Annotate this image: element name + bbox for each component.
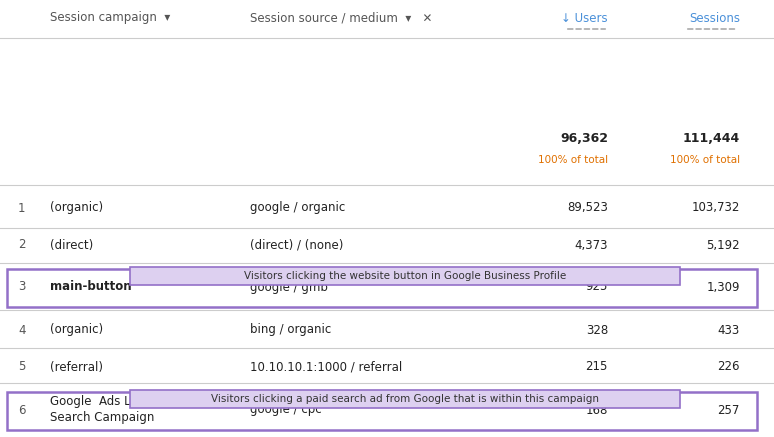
Text: Session campaign  ▾: Session campaign ▾ [50,11,170,24]
Text: Visitors clicking the website button in Google Business Profile: Visitors clicking the website button in … [244,271,566,281]
Text: 6: 6 [18,403,26,416]
Text: 925: 925 [586,281,608,294]
Text: google / cpc: google / cpc [250,403,322,416]
Text: 4: 4 [18,323,26,336]
Text: (referral): (referral) [50,361,103,374]
Text: 100% of total: 100% of total [538,155,608,165]
Text: 1: 1 [18,201,26,215]
Text: 100% of total: 100% of total [670,155,740,165]
Text: 96,362: 96,362 [560,132,608,145]
Text: 2: 2 [18,239,26,252]
Text: 5: 5 [18,361,26,374]
FancyBboxPatch shape [130,390,680,408]
Text: 10.10.10.1:1000 / referral: 10.10.10.1:1000 / referral [250,361,402,374]
Text: 5,192: 5,192 [707,239,740,252]
Text: Visitors clicking a paid search ad from Google that is within this campaign: Visitors clicking a paid search ad from … [211,394,599,404]
Text: main-button: main-button [50,281,132,294]
Text: google / organic: google / organic [250,201,345,215]
Text: 103,732: 103,732 [692,201,740,215]
Text: 215: 215 [586,361,608,374]
Text: 433: 433 [717,323,740,336]
Text: 111,444: 111,444 [683,132,740,145]
Text: Sessions: Sessions [689,11,740,24]
Text: Google  Ads Lead Gen
Search Campaign: Google Ads Lead Gen Search Campaign [50,395,180,424]
Text: ↓ Users: ↓ Users [561,11,608,24]
Text: google / gmb: google / gmb [250,281,328,294]
Text: (direct) / (none): (direct) / (none) [250,239,344,252]
Text: 257: 257 [717,403,740,416]
Text: 89,523: 89,523 [567,201,608,215]
FancyBboxPatch shape [130,267,680,285]
Text: Session source / medium  ▾   ✕: Session source / medium ▾ ✕ [250,11,433,24]
Text: bing / organic: bing / organic [250,323,331,336]
Text: 226: 226 [717,361,740,374]
Text: (organic): (organic) [50,323,103,336]
Text: 1,309: 1,309 [707,281,740,294]
Text: 168: 168 [586,403,608,416]
Text: (direct): (direct) [50,239,93,252]
Text: 328: 328 [586,323,608,336]
Text: 3: 3 [18,281,26,294]
Text: (organic): (organic) [50,201,103,215]
Text: 4,373: 4,373 [574,239,608,252]
